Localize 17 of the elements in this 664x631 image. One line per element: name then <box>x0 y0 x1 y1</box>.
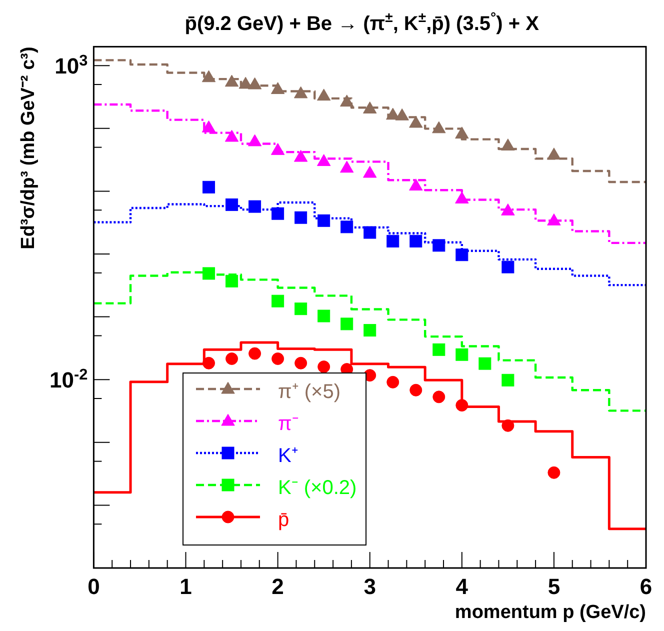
legend-label: K⁻ (×0.2) <box>278 477 357 499</box>
x-tick-label: 0 <box>88 574 100 599</box>
y-axis-title: Ed³σ/dp³ (mb GeV⁻² c³) <box>18 46 39 250</box>
x-tick-label: 5 <box>548 574 560 599</box>
x-tick-label: 6 <box>640 574 652 599</box>
legend-label: p̄ <box>278 509 290 531</box>
y-tick-label: 10$^{3}$ <box>54 52 88 79</box>
x-tick-label: 2 <box>272 574 284 599</box>
x-tick-label: 3 <box>364 574 376 599</box>
x-tick-label: 1 <box>180 574 192 599</box>
chart-title: p̄(9.2 GeV) + Be → (π$^{±}$, K$^{±}$,p̄) (3.5$^{°}$) + X <box>184 9 540 35</box>
x-tick-label: 4 <box>456 574 469 599</box>
y-tick-label: 10$^{-2}$ <box>50 366 88 393</box>
x-axis-title: momentum p (GeV/c) <box>454 602 646 623</box>
legend-label: π⁺ (×5) <box>278 381 340 403</box>
legend-label: K⁺ <box>278 445 298 467</box>
legend-label: π⁻ <box>278 413 299 435</box>
